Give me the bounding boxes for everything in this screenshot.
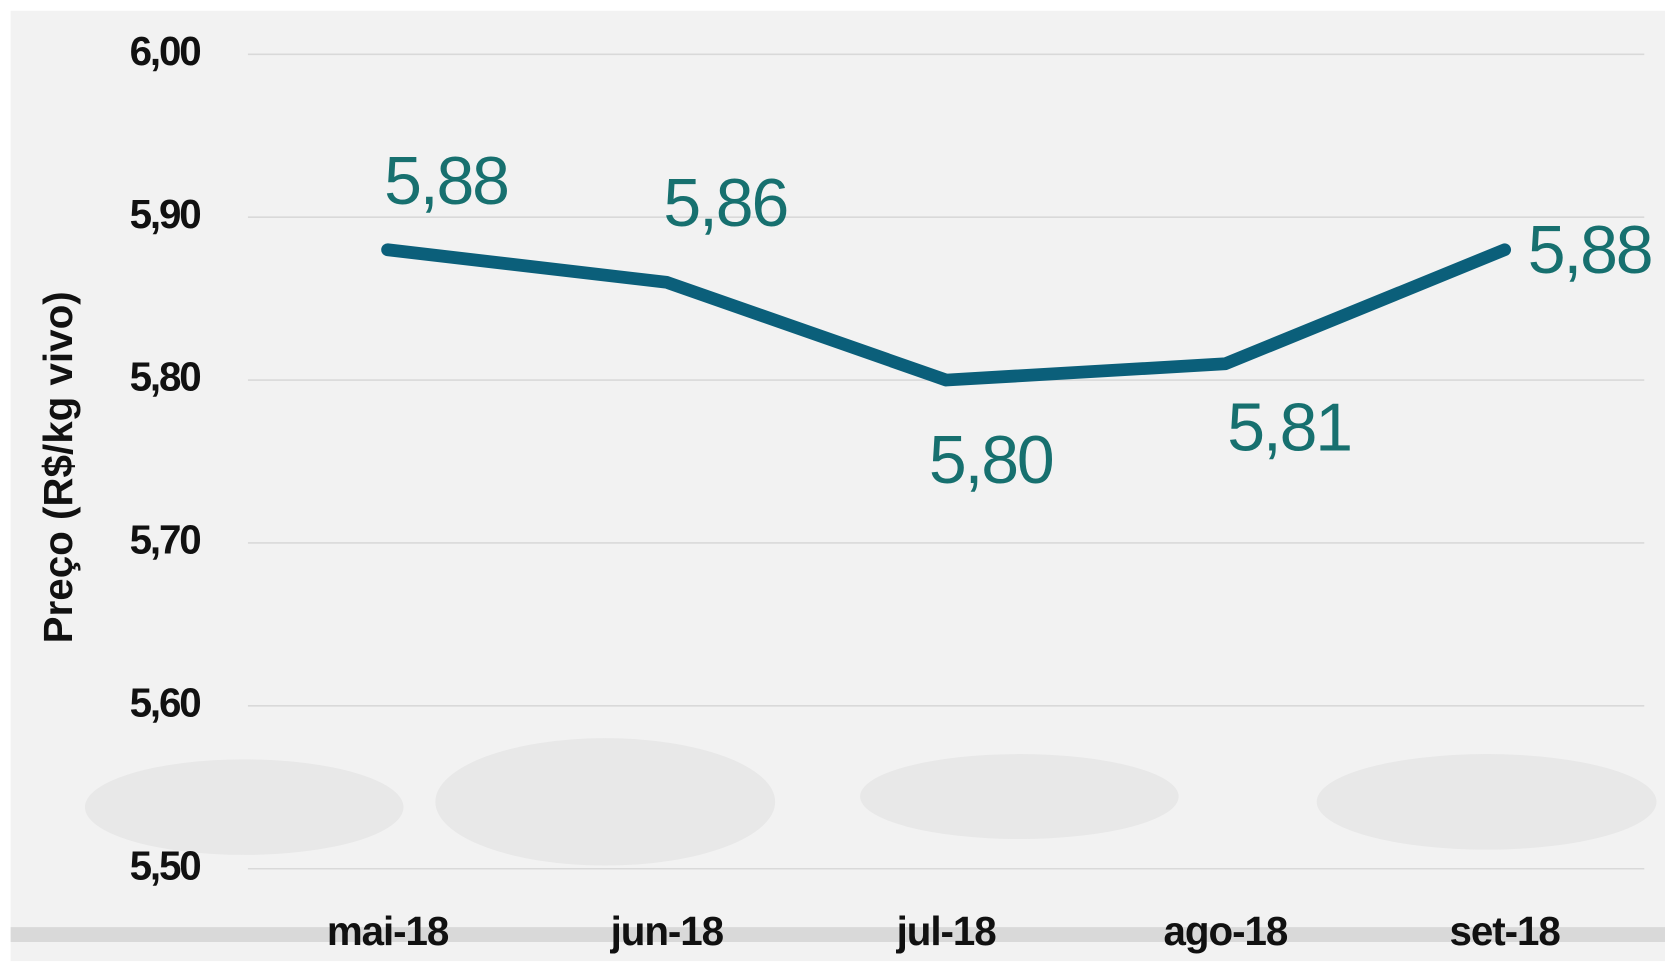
x-tick-label: jul-18 xyxy=(896,908,997,954)
bottom-band xyxy=(10,927,1665,943)
data-label: 5,86 xyxy=(663,165,787,241)
silhouettes xyxy=(84,738,1657,866)
data-label: 5,88 xyxy=(1528,212,1652,288)
data-label: 5,81 xyxy=(1227,390,1351,466)
y-tick-label: 6,00 xyxy=(130,28,201,74)
y-axis-title: Preço (R$/kg vivo) xyxy=(35,291,81,643)
line-series xyxy=(381,243,1512,387)
x-tick-label: ago-18 xyxy=(1164,908,1288,954)
y-tick-label: 5,90 xyxy=(130,191,201,237)
x-tick-label: jun-18 xyxy=(610,908,724,954)
y-tick-label: 5,50 xyxy=(130,842,201,888)
y-tick-label: 5,60 xyxy=(130,680,201,726)
data-label: 5,80 xyxy=(929,422,1053,498)
x-tick-label: set-18 xyxy=(1450,908,1561,954)
x-tick-label: mai-18 xyxy=(327,908,449,954)
y-tick-label: 5,70 xyxy=(130,517,201,563)
y-tick-label: 5,80 xyxy=(130,354,201,400)
data-label: 5,88 xyxy=(384,143,508,219)
